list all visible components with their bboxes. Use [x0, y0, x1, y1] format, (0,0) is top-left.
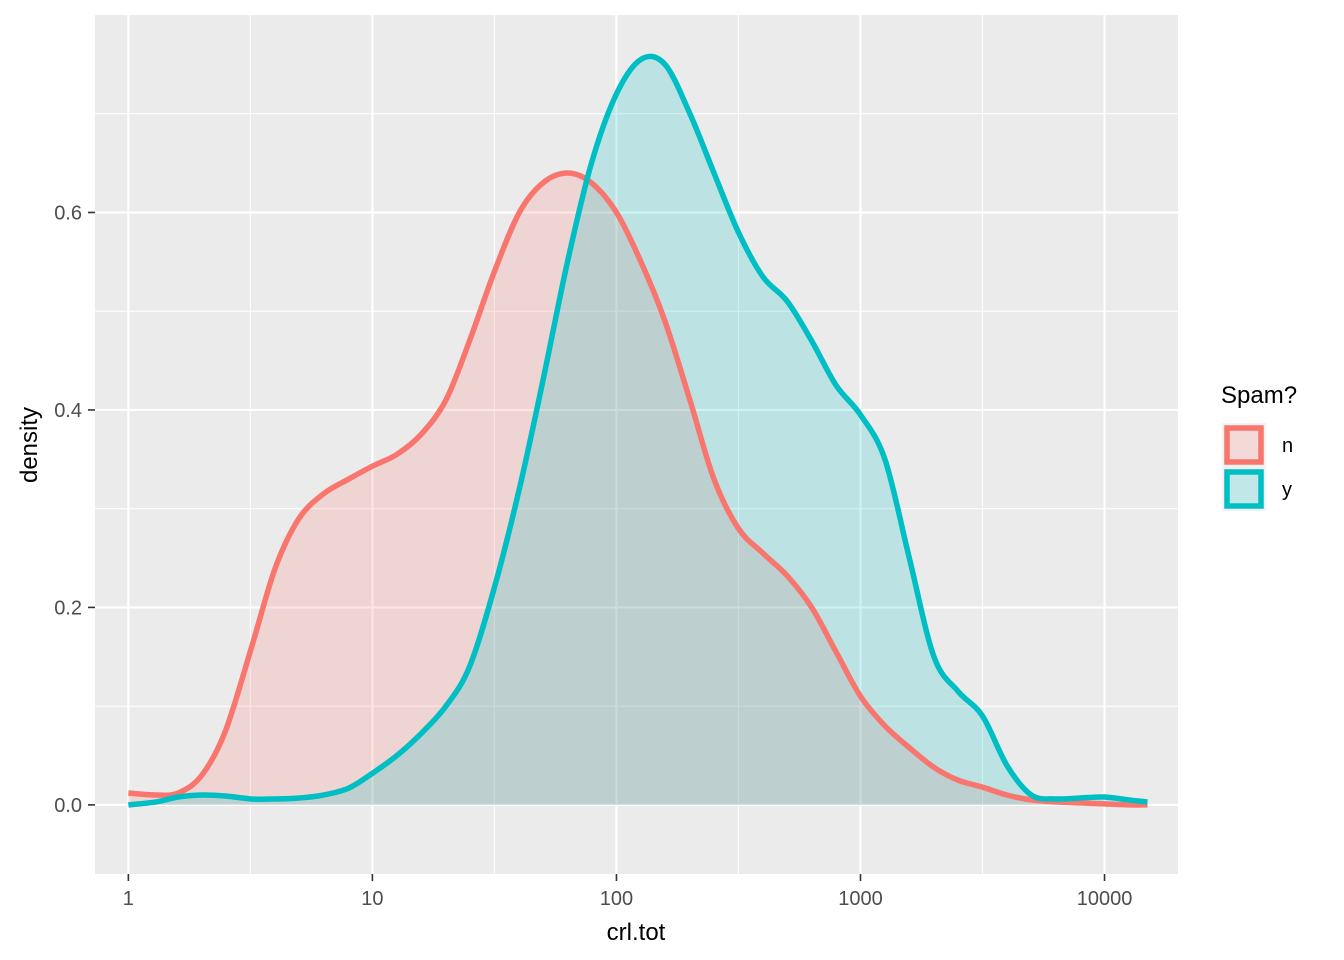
y-tick-label: 0.4: [54, 400, 82, 422]
x-axis-title: crl.tot: [607, 919, 666, 946]
y-tick-label: 0.2: [54, 597, 82, 619]
density-areas: [128, 56, 1148, 805]
x-tick-label: 10: [361, 888, 383, 910]
minor-gridlines: [95, 15, 1178, 874]
y-axis: 0.0 0.2 0.4 0.6: [54, 202, 95, 817]
legend-key-n: [1224, 425, 1264, 465]
legend-label-y: y: [1282, 479, 1292, 501]
density-area-n: [128, 172, 1148, 805]
y-tick-label: 0.6: [54, 202, 82, 224]
x-tick-label: 1: [123, 888, 134, 910]
density-lines: [128, 53, 1148, 808]
x-tick-label: 100: [600, 888, 633, 910]
density-line-n: [128, 170, 1148, 808]
legend: Spam? ny: [1221, 382, 1297, 511]
legend-title: Spam?: [1221, 382, 1297, 409]
y-axis-title: density: [16, 407, 43, 483]
legend-key-y: [1224, 469, 1264, 509]
plot-panel: [95, 15, 1178, 874]
x-tick-label: 10000: [1077, 888, 1133, 910]
density-area-y: [128, 56, 1148, 805]
x-axis: 1 10 100 1000 10000: [123, 874, 1133, 910]
major-gridlines: [95, 15, 1178, 874]
y-tick-label: 0.0: [54, 795, 82, 817]
density-line-y: [128, 53, 1148, 808]
legend-label-n: n: [1282, 435, 1293, 457]
x-tick-label: 1000: [838, 888, 883, 910]
